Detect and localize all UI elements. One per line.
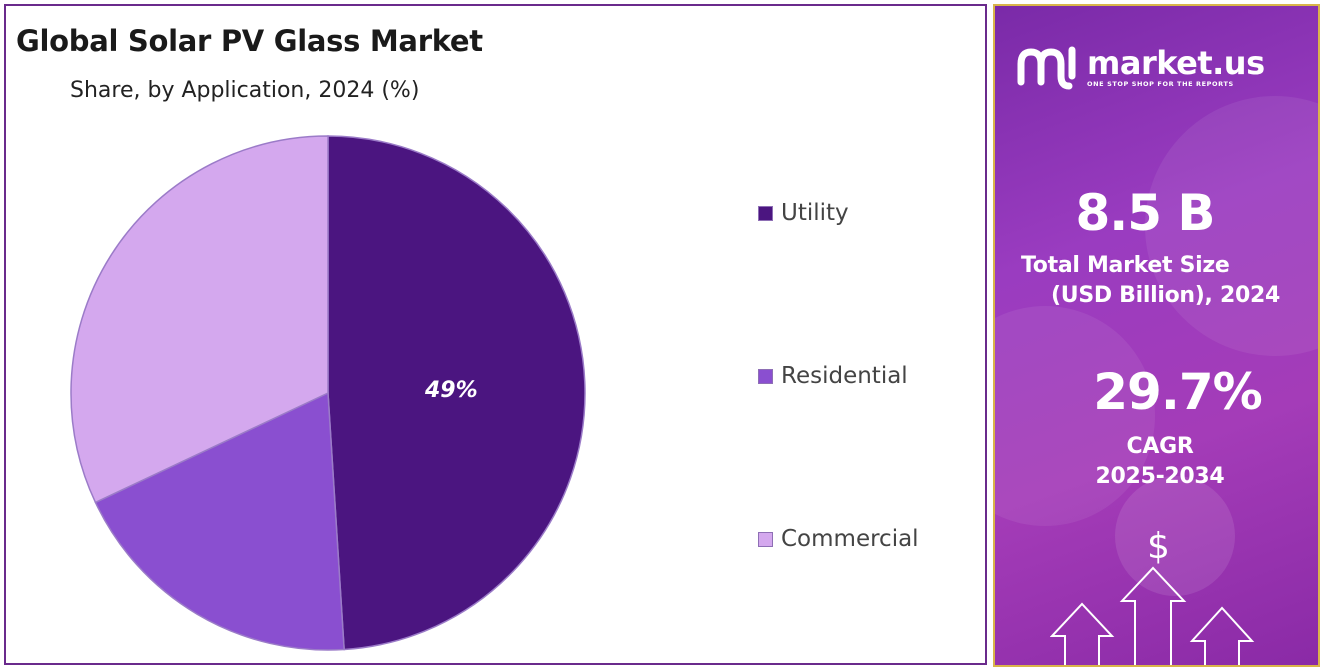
legend-label-residential: Residential [781, 363, 908, 389]
legend-item-residential: Residential [758, 363, 908, 389]
growth-arrows-icon [1050, 566, 1255, 665]
pie-slice-residential [94, 391, 345, 651]
legend-swatch-commercial [758, 531, 773, 547]
legend-label-commercial: Commercial [781, 526, 919, 552]
cagr-label: CAGR 2025-2034 [1085, 432, 1235, 492]
legend-label-utility: Utility [781, 200, 849, 226]
chart-subtitle: Share, by Application, 2024 (%) [70, 78, 420, 103]
market-size-label-line-1: Total Market Size [1021, 253, 1230, 278]
pie-data-label-utility: 49% [424, 378, 478, 403]
brand-tagline: ONE STOP SHOP FOR THE REPORTS [1087, 79, 1234, 88]
brand-name: market.us [1087, 43, 1265, 82]
pie-chart: 49% [70, 135, 586, 651]
legend-item-commercial: Commercial [758, 526, 919, 552]
chart-panel: Global Solar PV Glass Market Share, by A… [4, 4, 987, 665]
legend-item-utility: Utility [758, 200, 849, 226]
cagr-label-line-1: CAGR [1126, 434, 1194, 459]
market-size-value: 8.5 B [1075, 184, 1215, 242]
market-size-label-line-2: (USD Billion), 2024 [1051, 283, 1280, 308]
legend-swatch-residential [758, 368, 773, 384]
market-summary-sidebar: market.us ONE STOP SHOP FOR THE REPORTS … [993, 4, 1320, 667]
market-us-logo-icon [1017, 46, 1076, 90]
legend-swatch-utility [758, 205, 773, 221]
brand-logo: market.us ONE STOP SHOP FOR THE REPORTS [1015, 42, 1265, 92]
market-size-label: Total Market Size (USD Billion), 2024 [1021, 251, 1311, 311]
cagr-label-line-2: 2025-2034 [1095, 464, 1225, 489]
background-glow [1115, 476, 1235, 596]
pie-slice-utility [327, 135, 586, 651]
chart-title: Global Solar PV Glass Market [16, 24, 483, 58]
cagr-value: 29.7% [1093, 363, 1262, 421]
pie-slice-commercial [70, 135, 329, 504]
dollar-sign-icon: $ [1147, 526, 1170, 567]
